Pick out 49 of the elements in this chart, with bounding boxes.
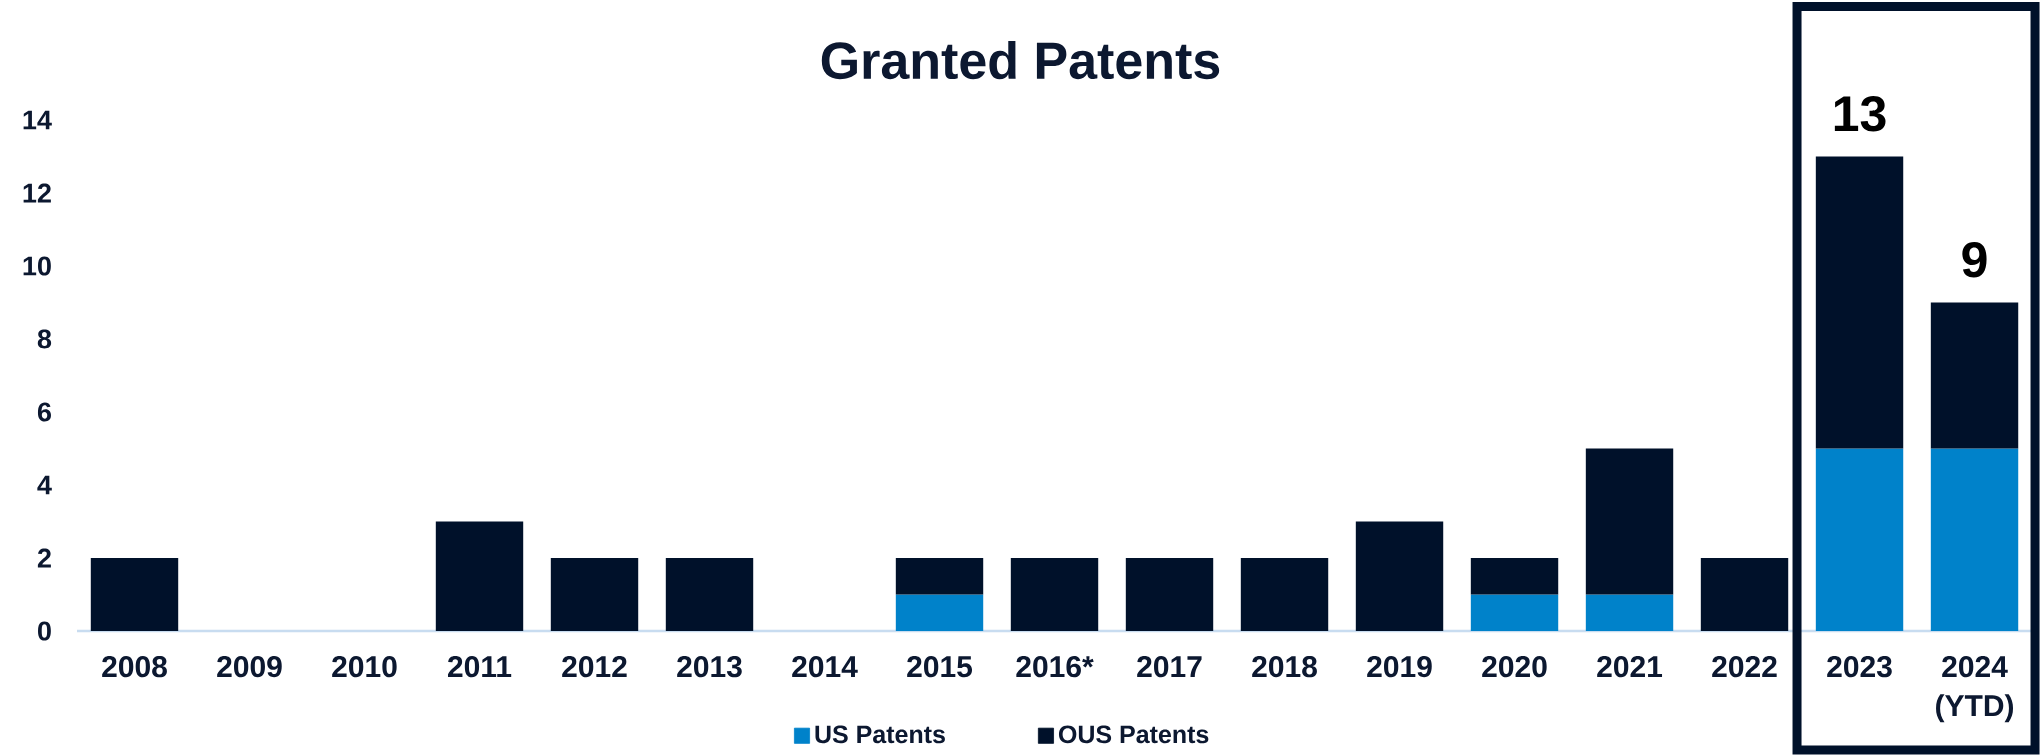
bar xyxy=(1355,521,1444,631)
x-tick-label: 2018 xyxy=(1252,656,1317,678)
bar xyxy=(1240,558,1329,631)
total-label: 9 xyxy=(1962,242,1987,278)
y-tick-label: 2 xyxy=(37,548,51,568)
total-label: 13 xyxy=(1834,95,1886,132)
y-tick-label: 6 xyxy=(37,402,51,422)
bar xyxy=(1010,558,1099,631)
x-tick-label: 2020 xyxy=(1482,656,1547,678)
bar xyxy=(1470,558,1559,595)
bar xyxy=(90,558,179,631)
x-tick-label: 2023 xyxy=(1827,656,1892,678)
bar xyxy=(1700,558,1789,631)
y-tick-label: 10 xyxy=(23,256,51,276)
x-tick-label: 2022 xyxy=(1712,656,1777,678)
x-tick-label: 2015 xyxy=(907,656,973,678)
bar xyxy=(1930,448,2019,631)
x-tick-label: 2017 xyxy=(1137,656,1202,678)
legend-label: US Patents xyxy=(815,725,945,744)
legend-label: OUS Patents xyxy=(1058,725,1209,744)
y-tick-label: 4 xyxy=(37,475,52,495)
x-tick-label: 2021 xyxy=(1597,656,1663,678)
x-tick-label: 2012 xyxy=(562,656,627,678)
bar xyxy=(1585,448,1674,595)
x-tick-label: 2016* xyxy=(1016,656,1094,678)
y-tick-label: 12 xyxy=(23,183,51,203)
bar xyxy=(1930,302,2019,449)
bar xyxy=(550,558,639,631)
bar xyxy=(1815,156,1904,449)
x-tick-label: 2013 xyxy=(677,656,742,678)
x-tick-label: 2011 xyxy=(448,656,512,678)
x-tick-label: 2009 xyxy=(217,656,282,678)
y-tick-label: 8 xyxy=(37,329,52,349)
bar xyxy=(1470,594,1559,631)
bar xyxy=(895,594,984,631)
x-tick-label: 2019 xyxy=(1367,656,1432,678)
bar xyxy=(665,558,754,631)
bar xyxy=(895,558,984,595)
bar xyxy=(1125,558,1214,631)
chart-title: Granted Patents xyxy=(821,40,1220,80)
bar xyxy=(1585,594,1674,631)
bar xyxy=(1815,448,1904,631)
y-tick-label: 14 xyxy=(23,110,52,130)
x-tick-label: 2008 xyxy=(102,656,167,678)
y-tick-label: 0 xyxy=(38,621,51,641)
x-tick-label: 2014 xyxy=(792,656,858,678)
bar xyxy=(435,521,524,631)
x-tick-label: 2024 (YTD) xyxy=(1936,656,2014,723)
x-tick-label: 2010 xyxy=(332,656,397,678)
